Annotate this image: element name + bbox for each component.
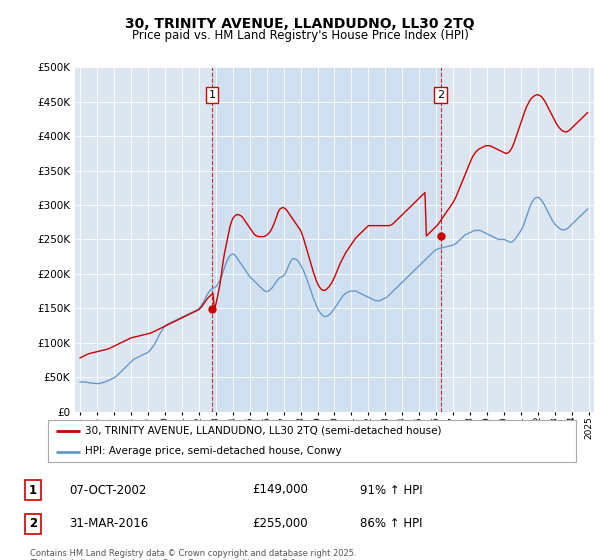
Text: 31-MAR-2016: 31-MAR-2016 [69,517,148,530]
Text: 1: 1 [208,90,215,100]
Bar [212,67,440,412]
Text: 91% ↑ HPI: 91% ↑ HPI [360,483,422,497]
Text: 07-OCT-2002: 07-OCT-2002 [69,483,146,497]
Text: HPI: Average price, semi-detached house, Conwy: HPI: Average price, semi-detached house,… [85,446,341,456]
Text: 1: 1 [29,483,37,497]
Text: £149,000: £149,000 [252,483,308,497]
Text: 2: 2 [29,517,37,530]
Text: 2: 2 [437,90,444,100]
Text: 30, TRINITY AVENUE, LLANDUDNO, LL30 2TQ: 30, TRINITY AVENUE, LLANDUDNO, LL30 2TQ [125,17,475,31]
Text: 86% ↑ HPI: 86% ↑ HPI [360,517,422,530]
Text: £255,000: £255,000 [252,517,308,530]
FancyBboxPatch shape [48,420,576,462]
Text: Contains HM Land Registry data © Crown copyright and database right 2025.
This d: Contains HM Land Registry data © Crown c… [30,549,356,560]
Text: 30, TRINITY AVENUE, LLANDUDNO, LL30 2TQ (semi-detached house): 30, TRINITY AVENUE, LLANDUDNO, LL30 2TQ … [85,426,442,436]
Text: Price paid vs. HM Land Registry's House Price Index (HPI): Price paid vs. HM Land Registry's House … [131,29,469,42]
